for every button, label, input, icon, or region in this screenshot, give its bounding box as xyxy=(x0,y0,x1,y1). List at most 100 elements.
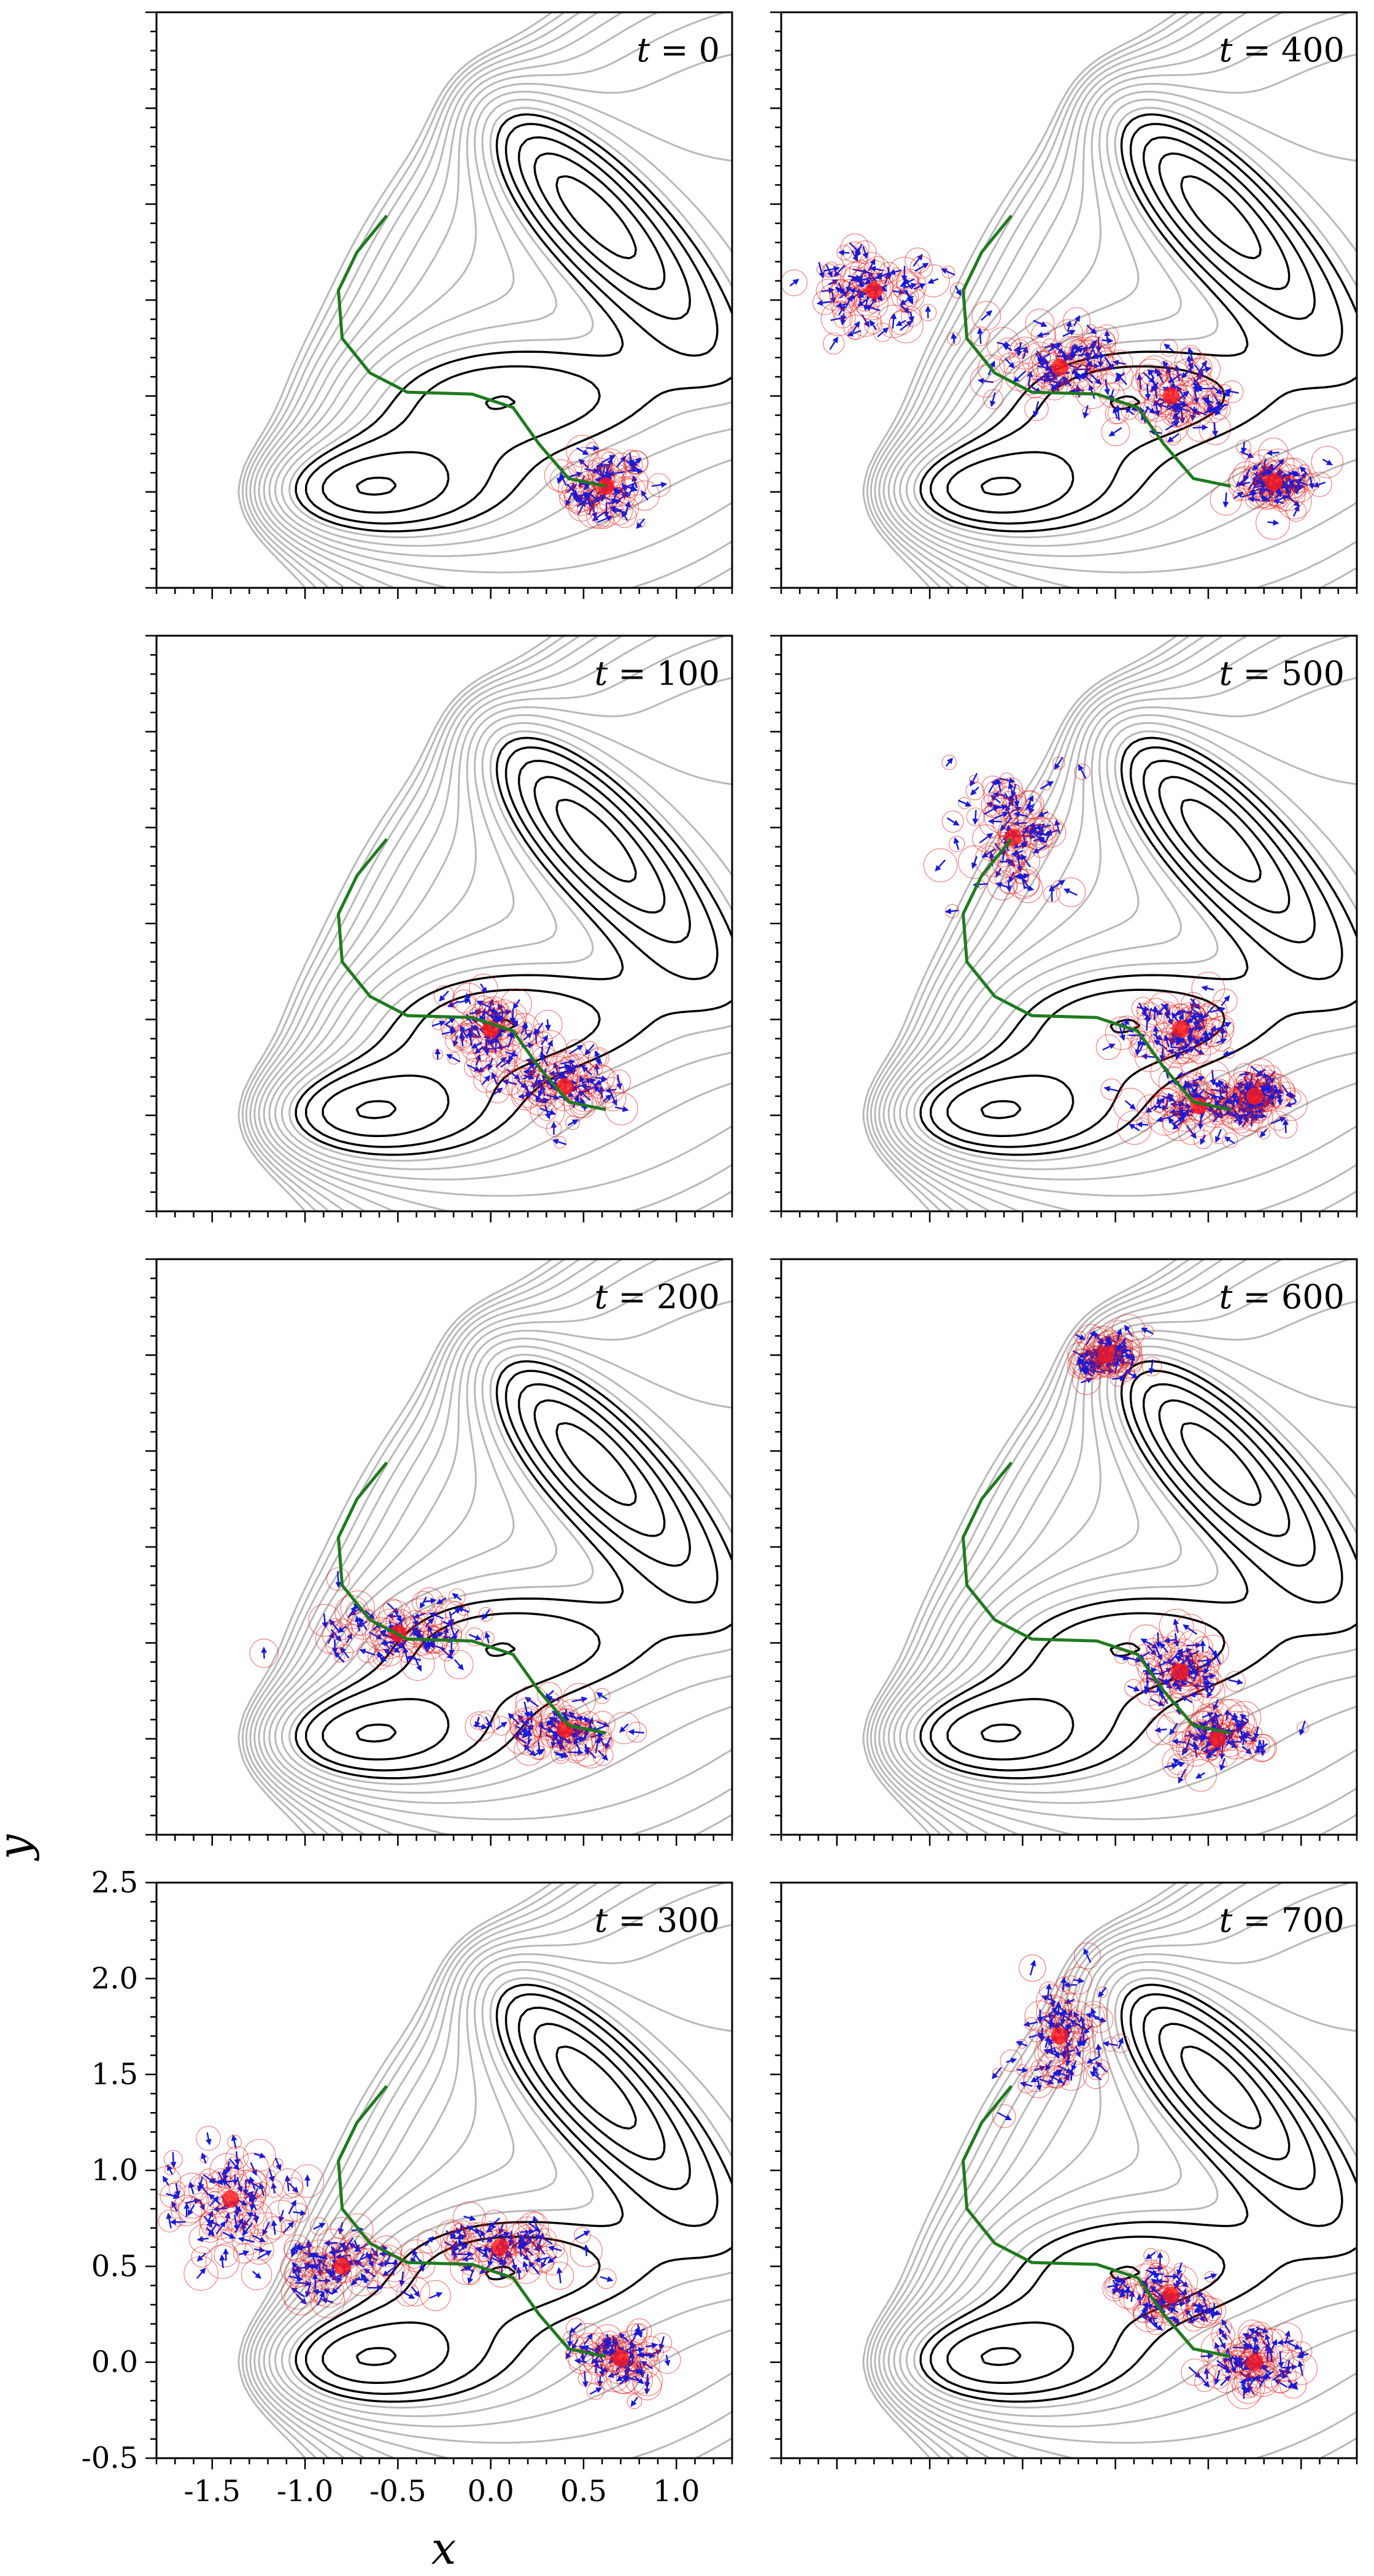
walker-arrow xyxy=(1075,371,1081,382)
walker-circle xyxy=(475,1048,506,1079)
walker-circle xyxy=(1135,358,1167,390)
panel-t700: t = 700 xyxy=(770,1881,1358,2469)
walker-arrow xyxy=(406,1655,422,1662)
walker-circle xyxy=(919,304,937,322)
walker-arrow xyxy=(466,1064,481,1071)
walker-arrow xyxy=(839,313,846,326)
time-value: = 600 xyxy=(1232,1278,1345,1316)
walker-circle xyxy=(854,290,876,312)
walker-arrow xyxy=(857,281,871,288)
walker-arrow xyxy=(1233,492,1244,499)
walker-arrow xyxy=(1267,519,1279,526)
walker-arrow xyxy=(237,2236,255,2243)
walker-arrow xyxy=(359,1648,376,1656)
walker-arrow xyxy=(480,983,487,994)
walker-arrow xyxy=(512,999,520,1009)
walker-arrow xyxy=(565,492,573,507)
walker-arrow xyxy=(851,250,859,262)
dashed-contour xyxy=(295,736,732,1156)
walker-arrow xyxy=(1081,372,1094,384)
walker-arrow xyxy=(1048,342,1062,352)
walker-circle xyxy=(727,253,749,275)
grey-contour xyxy=(887,12,1357,588)
walker-arrow xyxy=(1181,367,1192,379)
grey-contour xyxy=(899,1337,1357,1804)
walker-arrow xyxy=(1006,880,1012,892)
panel-t100: t = 100 xyxy=(145,634,733,1222)
walker-center xyxy=(1162,2286,1180,2304)
walker-arrow xyxy=(869,320,878,331)
walker-arrow xyxy=(914,263,929,272)
walker-circle xyxy=(1067,359,1098,391)
walker-arrow xyxy=(987,818,1002,825)
walker-circle xyxy=(629,480,660,511)
walker-arrow xyxy=(474,1024,482,1038)
walker-arrow xyxy=(196,2267,206,2279)
walker-circle xyxy=(737,322,746,331)
grey-contour xyxy=(874,1259,1224,1835)
time-value: = 100 xyxy=(608,654,720,693)
grey-contour xyxy=(874,1883,1224,2458)
walker-arrow xyxy=(644,2374,650,2389)
walker-arrow xyxy=(1204,2273,1218,2280)
walker-arrow xyxy=(1173,1633,1179,1648)
walker-arrow xyxy=(1252,482,1268,489)
walker-arrow xyxy=(1192,378,1199,393)
walker-cluster xyxy=(563,2318,681,2409)
time-value: = 400 xyxy=(1232,31,1345,69)
walker-arrow xyxy=(458,998,471,1005)
walker-cluster xyxy=(1081,339,1244,447)
walker-arrow xyxy=(1197,1114,1204,1130)
walker-circle xyxy=(1186,376,1209,399)
walker-arrow xyxy=(583,2244,590,2256)
grey-contour xyxy=(280,1969,732,2417)
y-tick-label: 0.5 xyxy=(91,2249,138,2283)
grey-contour xyxy=(263,12,732,588)
walker-arrow xyxy=(1033,320,1048,327)
walker-circle xyxy=(853,240,877,264)
walker-arrow xyxy=(1260,496,1270,502)
time-value: = 0 xyxy=(650,31,720,69)
panel-t600: t = 600 xyxy=(770,1258,1358,1846)
walker-circle xyxy=(909,255,933,279)
walker-center xyxy=(1171,1663,1189,1681)
grey-contour xyxy=(866,12,1190,588)
walker-arrow xyxy=(1073,315,1081,326)
walker-arrow xyxy=(664,2354,671,2367)
walker-arrow xyxy=(1285,488,1292,499)
walker-arrow xyxy=(1193,389,1200,404)
walker-arrow xyxy=(502,1079,517,1086)
grey-contour xyxy=(258,636,732,1211)
walker-circle xyxy=(1185,413,1214,442)
walker-arrow xyxy=(738,259,739,269)
walker-arrow xyxy=(1144,384,1151,401)
minimum-energy-path xyxy=(336,214,606,488)
walker-circle xyxy=(496,1054,515,1073)
walker-circle xyxy=(616,476,646,506)
walker-arrow xyxy=(601,455,616,463)
grey-contour xyxy=(274,90,732,557)
walker-arrow xyxy=(1238,480,1251,487)
walker-arrow xyxy=(1203,407,1221,414)
walker-arrow xyxy=(1002,344,1013,352)
walker-arrow xyxy=(1127,1685,1141,1692)
walker-arrow xyxy=(446,1054,461,1063)
walker-arrow xyxy=(496,1721,508,1730)
walker-circle xyxy=(1278,458,1310,490)
walker-arrow xyxy=(1129,1124,1140,1132)
grey-contour xyxy=(253,12,732,588)
walker-arrow xyxy=(1124,407,1135,415)
x-tick-label: -0.5 xyxy=(369,2474,426,2509)
walker-circle xyxy=(1062,307,1091,335)
time-variable: t xyxy=(1219,654,1233,693)
walker-circle xyxy=(781,269,808,296)
walker-arrow xyxy=(568,1044,584,1055)
walker-arrow xyxy=(838,249,850,256)
walker-arrow xyxy=(908,311,915,323)
walker-arrow xyxy=(1273,498,1284,505)
walker-arrow xyxy=(1266,450,1279,457)
walker-arrow xyxy=(628,452,635,466)
time-label: t = 0 xyxy=(636,31,720,69)
walker-circle xyxy=(1059,336,1092,368)
walker-arrow xyxy=(913,283,926,290)
